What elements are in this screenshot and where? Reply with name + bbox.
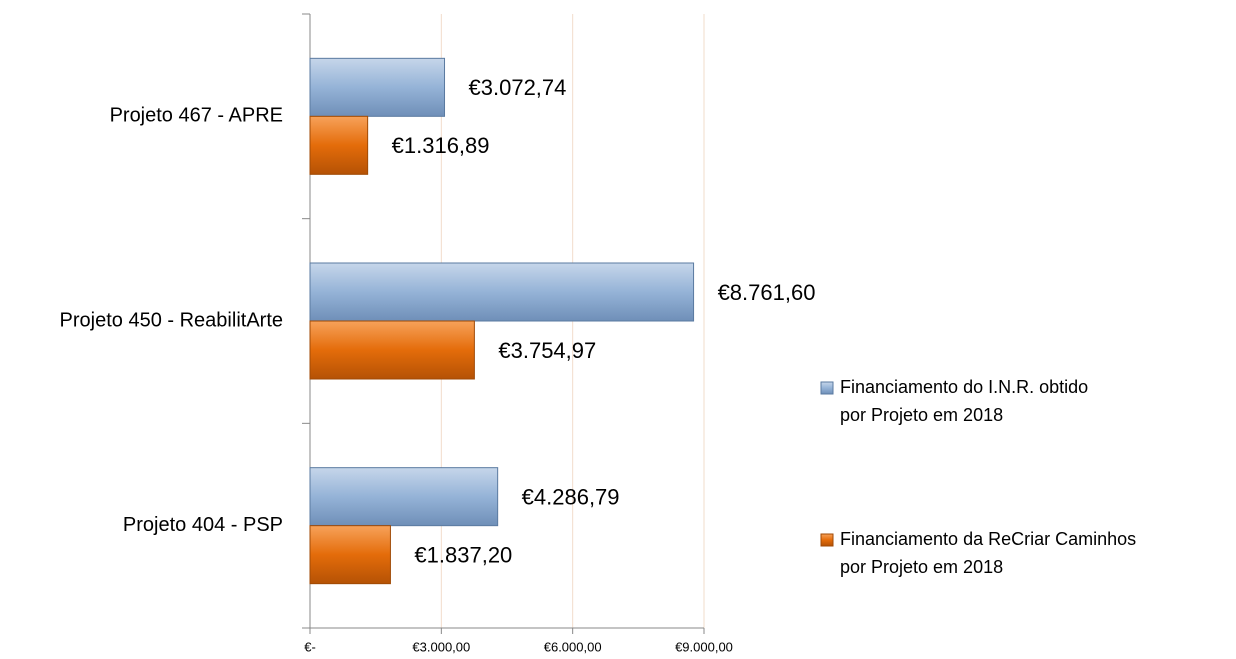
- legend-label: Financiamento da ReCriar Caminhos por Pro…: [840, 529, 1136, 577]
- data-label: €3.754,97: [498, 338, 596, 363]
- bar: [309, 320, 475, 380]
- x-tick-label: €9.000,00: [675, 639, 733, 654]
- data-label: €3.072,74: [469, 75, 567, 100]
- y-tick-label: Projeto 404 - PSP: [123, 514, 283, 536]
- legend-swatch: [820, 381, 834, 395]
- x-tick-label: €-: [304, 639, 316, 654]
- y-tick-label: Projeto 467 - APRE: [110, 105, 283, 127]
- bar: [309, 262, 695, 322]
- data-label: €8.761,60: [718, 280, 816, 305]
- x-tick-label: €3.000,00: [412, 639, 470, 654]
- bar: [309, 57, 446, 117]
- data-label: €1.316,89: [392, 133, 490, 158]
- x-tick-label: €6.000,00: [544, 639, 602, 654]
- data-label: €4.286,79: [522, 484, 620, 509]
- bar: [309, 467, 499, 527]
- bar: [309, 525, 391, 585]
- legend-swatch: [820, 533, 834, 547]
- bar: [309, 115, 369, 175]
- data-label: €1.837,20: [414, 542, 512, 567]
- legend-label: Financiamento do I.N.R. obtido por Projet…: [840, 377, 1088, 425]
- y-tick-label: Projeto 450 - ReabilitArte: [60, 309, 283, 331]
